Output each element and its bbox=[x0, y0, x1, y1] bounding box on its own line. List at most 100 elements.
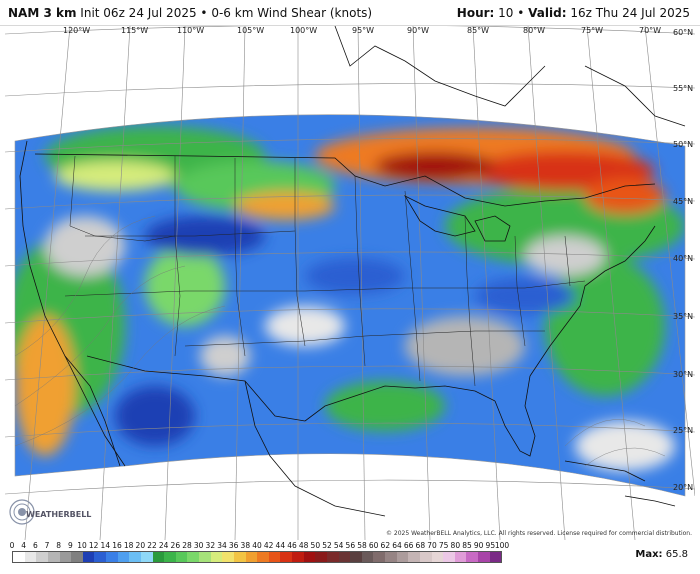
colorbar-swatch bbox=[419, 552, 432, 562]
colorbar-swatch bbox=[117, 552, 130, 562]
colorbar-tick-label: 28 bbox=[182, 541, 192, 550]
colorbar-tick-label: 42 bbox=[263, 541, 274, 550]
colorbar-swatch bbox=[59, 552, 72, 562]
colorbar-swatch bbox=[326, 552, 339, 562]
colorbar-tick-label: 60 bbox=[368, 541, 379, 550]
colorbar-tick-label: 30 bbox=[193, 541, 204, 550]
weatherbell-logo: WEATHERBELL bbox=[8, 496, 91, 528]
lat-label-45n: 45°N bbox=[673, 197, 694, 206]
hour-label: Hour: bbox=[456, 6, 495, 20]
colorbar-tick-label: 10 bbox=[77, 541, 87, 550]
colorbar-swatch bbox=[350, 552, 362, 562]
max-label: Max: bbox=[635, 549, 663, 560]
colorbar-swatch bbox=[373, 552, 385, 562]
lat-label-20n: 20°N bbox=[673, 483, 694, 492]
colorbar-swatch bbox=[222, 552, 234, 562]
colorbar-swatch bbox=[268, 552, 281, 562]
colorbar-swatch bbox=[408, 552, 420, 562]
valid-value: 16z Thu 24 Jul 2025 bbox=[570, 6, 690, 20]
colorbar-swatch bbox=[466, 552, 478, 562]
colorbar-tick-label: 85 bbox=[462, 541, 472, 550]
title-block: NAM 3 km Init 06z 24 Jul 2025 • 0-6 km W… bbox=[8, 6, 372, 20]
colorbar-swatch bbox=[245, 552, 258, 562]
colorbar-swatch bbox=[187, 552, 199, 562]
colorbar-swatch bbox=[431, 552, 444, 562]
colorbar-tick-label: 70 bbox=[427, 541, 437, 550]
colorbar-tick-label: 95 bbox=[485, 541, 496, 550]
colorbar-tick-label: 6 bbox=[32, 541, 38, 550]
colorbar-swatch bbox=[361, 552, 374, 562]
lon-label-110w: 110°W bbox=[177, 26, 205, 35]
colorbar-tick-label: 8 bbox=[56, 541, 62, 550]
contours bbox=[14, 215, 666, 467]
lon-label-105w: 105°W bbox=[237, 26, 265, 35]
colorbar-tick-label: 44 bbox=[275, 541, 286, 550]
lat-label-60n: 60°N bbox=[673, 28, 694, 37]
colorbar-swatch bbox=[164, 552, 176, 562]
colorbar-tick-label: 90 bbox=[473, 541, 484, 550]
colorbar-tick-label: 12 bbox=[88, 541, 99, 550]
colorbar-tick-label: 9 bbox=[67, 541, 73, 550]
lon-label-75w: 75°W bbox=[581, 26, 604, 35]
colorbar-tick-label: 54 bbox=[333, 541, 344, 550]
colorbar-tick-label: 7 bbox=[44, 541, 50, 550]
lat-label-35n: 35°N bbox=[673, 312, 694, 321]
colorbar-tick-label: 68 bbox=[415, 541, 426, 550]
colorbar-tick-label: 66 bbox=[403, 541, 414, 550]
graticule bbox=[5, 26, 695, 540]
colorbar: 0 4 6 7 8 9 10 12 14 16 18 20 22 24 26 28 30 32 34 36 38 40 42… bbox=[10, 540, 509, 574]
colorbar-swatch bbox=[71, 552, 83, 562]
colorbar-swatch bbox=[233, 552, 246, 562]
lat-label-55n: 55°N bbox=[673, 84, 694, 93]
colorbar-swatch bbox=[385, 552, 397, 562]
colorbar-swatches bbox=[12, 551, 502, 563]
colorbar-swatch bbox=[175, 552, 188, 562]
colorbar-tick-label: 50 bbox=[310, 541, 321, 550]
colorbar-tick-label: 62 bbox=[380, 541, 391, 550]
model-name: NAM 3 km bbox=[8, 6, 77, 20]
lon-label-85w: 85°W bbox=[467, 26, 490, 35]
colorbar-swatch bbox=[24, 552, 37, 562]
field-name: 0-6 km Wind Shear (knots) bbox=[211, 6, 373, 20]
colorbar-swatch bbox=[303, 552, 316, 562]
colorbar-swatch bbox=[82, 552, 95, 562]
logo-text: WEATHERBELL bbox=[26, 510, 92, 519]
colorbar-swatch bbox=[13, 552, 25, 562]
colorbar-tick-label: 46 bbox=[287, 541, 297, 550]
colorbar-tick-label: 24 bbox=[158, 541, 169, 550]
forecast-time-block: Hour: 10 • Valid: 16z Thu 24 Jul 2025 bbox=[456, 6, 690, 20]
colorbar-tick-label: 48 bbox=[298, 541, 309, 550]
max-value-readout: Max: 65.8 bbox=[635, 549, 688, 560]
colorbar-swatch bbox=[315, 552, 327, 562]
colorbar-swatch bbox=[478, 552, 490, 562]
colorbar-tick-label: 56 bbox=[345, 541, 356, 550]
colorbar-tick-label: 22 bbox=[147, 541, 157, 550]
copyright-notice: © 2025 WeatherBELL Analytics, LLC. All r… bbox=[386, 530, 692, 537]
colorbar-swatch bbox=[257, 552, 269, 562]
colorbar-tick-label: 36 bbox=[228, 541, 239, 550]
lat-label-40n: 40°N bbox=[673, 254, 694, 263]
lon-label-100w: 100°W bbox=[290, 26, 318, 35]
colorbar-swatch bbox=[443, 552, 455, 562]
colorbar-swatch bbox=[489, 552, 502, 562]
colorbar-swatch bbox=[199, 552, 211, 562]
colorbar-tick-label: 4 bbox=[21, 541, 27, 550]
colorbar-tick-label: 16 bbox=[112, 541, 122, 550]
map-canvas[interactable]: 120°W 115°W 110°W 105°W 100°W 95°W 90°W … bbox=[5, 26, 695, 540]
map-svg bbox=[5, 26, 695, 540]
colorbar-swatch bbox=[94, 552, 106, 562]
lon-label-120w: 120°W bbox=[63, 26, 91, 35]
colorbar-tick-label: 20 bbox=[135, 541, 146, 550]
colorbar-swatch bbox=[106, 552, 118, 562]
colorbar-swatch bbox=[292, 552, 304, 562]
colorbar-tick-label: 52 bbox=[322, 541, 332, 550]
colorbar-tick-label: 18 bbox=[123, 541, 134, 550]
header-bar: NAM 3 km Init 06z 24 Jul 2025 • 0-6 km W… bbox=[0, 0, 700, 26]
colorbar-swatch bbox=[140, 552, 153, 562]
colorbar-swatch bbox=[129, 552, 141, 562]
colorbar-swatch bbox=[338, 552, 351, 562]
colorbar-tick-label: 75 bbox=[438, 541, 449, 550]
colorbar-swatch bbox=[152, 552, 165, 562]
colorbar-swatch bbox=[280, 552, 292, 562]
